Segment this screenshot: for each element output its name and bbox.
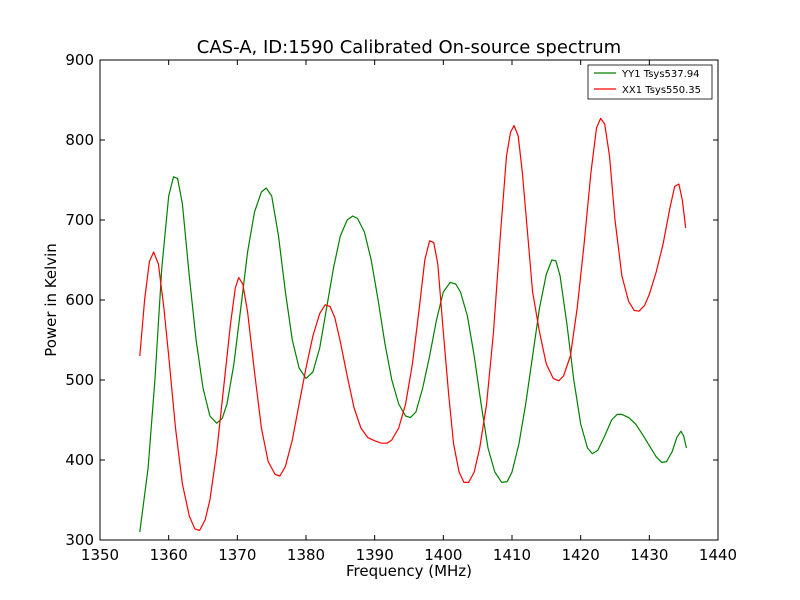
x-tick-label: 1380 — [287, 546, 325, 564]
x-tick-label: 1370 — [218, 546, 256, 564]
x-tick-label: 1430 — [630, 546, 668, 564]
x-tick-label: 1410 — [493, 546, 531, 564]
plot-area — [99, 59, 719, 541]
series-layer — [139, 117, 687, 533]
x-axis: 1350 1360 1370 1380 1390 1400 1410 1420 1430 1440 — [81, 60, 737, 564]
legend-label-yy1: YY1 Tsys537.94 — [621, 69, 700, 80]
chart-title: CAS-A, ID:1590 Calibrated On-source spec… — [197, 37, 621, 58]
y-tick-label: 600 — [65, 291, 94, 309]
y-tick-label: 300 — [65, 531, 94, 549]
y-axis: 300 400 500 600 700 800 900 — [65, 51, 718, 549]
x-tick-label: 1360 — [150, 546, 188, 564]
x-tick-label: 1350 — [81, 546, 119, 564]
legend-box — [587, 64, 713, 100]
series-line-0 — [139, 176, 687, 533]
series-line-1 — [139, 117, 687, 532]
x-tick-label: 1420 — [562, 546, 600, 564]
legend-label-xx1: XX1 Tsys550.35 — [622, 85, 701, 96]
y-tick-label: 900 — [65, 51, 94, 69]
x-tick-label: 1400 — [424, 546, 462, 564]
y-tick-label: 700 — [65, 211, 94, 229]
x-tick-label: 1440 — [699, 546, 737, 564]
legend: YY1 Tsys537.94 XX1 Tsys550.35 — [587, 64, 713, 100]
y-axis-label: Power in Kelvin — [42, 243, 60, 357]
y-tick-label: 500 — [65, 371, 94, 389]
y-tick-label: 400 — [65, 451, 94, 469]
x-axis-label: Frequency (MHz) — [346, 562, 472, 580]
y-tick-label: 800 — [65, 131, 94, 149]
x-tick-label: 1390 — [356, 546, 394, 564]
plot-background — [100, 60, 718, 540]
